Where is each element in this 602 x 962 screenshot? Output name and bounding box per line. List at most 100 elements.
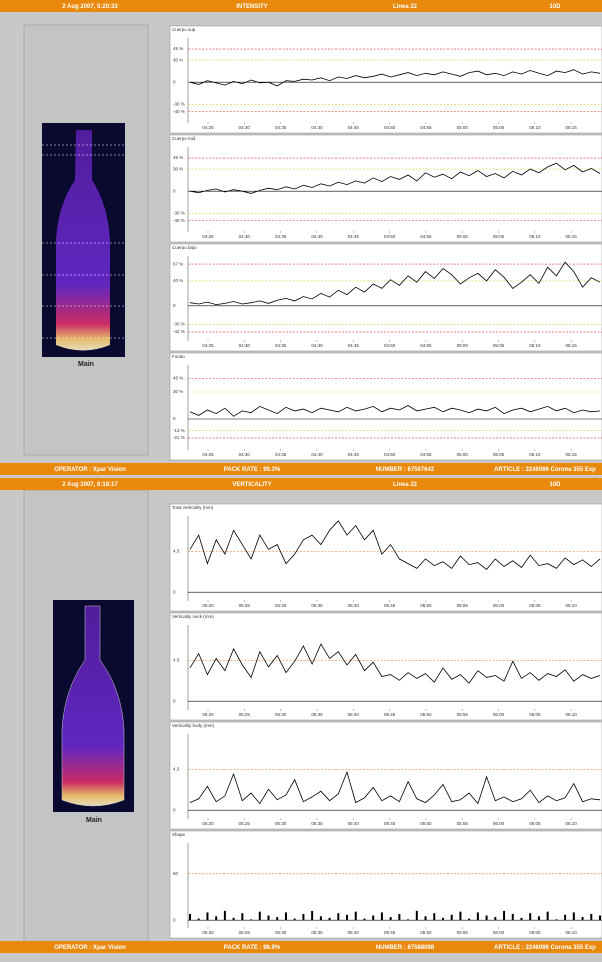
header-mode: INTENSITY	[236, 4, 267, 10]
x-tick-label: 05:30	[275, 712, 287, 717]
header-code: 10D	[549, 4, 561, 10]
y-tick-label: 45 %	[173, 376, 183, 381]
bar	[381, 912, 383, 920]
bar	[372, 916, 374, 921]
chart-title: Shape	[172, 832, 186, 837]
x-tick-label: 04:35	[275, 452, 287, 457]
x-tick-label: 04:30	[239, 234, 251, 239]
bar	[268, 916, 270, 921]
x-tick-label: 04:40	[311, 343, 323, 348]
bar	[355, 912, 357, 920]
x-tick-label: 05:00	[457, 125, 469, 130]
x-tick-label: 05:35	[311, 603, 323, 608]
bar	[582, 917, 584, 920]
bar	[477, 912, 479, 920]
x-tick-label: 05:55	[457, 930, 469, 935]
bar	[442, 918, 444, 920]
footer-operator: OPERATOR : Xpar Vision	[54, 467, 126, 473]
bar	[329, 918, 331, 920]
x-tick-label: 05:10	[529, 343, 541, 348]
bar	[346, 915, 348, 920]
x-tick-label: 05:05	[493, 343, 505, 348]
x-tick-label: 05:45	[384, 603, 396, 608]
bar	[425, 916, 427, 920]
x-tick-label: 04:45	[348, 125, 360, 130]
bar	[206, 912, 208, 920]
x-tick-label: 05:50	[420, 603, 432, 608]
x-tick-label: 05:30	[275, 930, 287, 935]
y-tick-label: -30 %	[173, 101, 185, 106]
x-tick-label: 05:35	[311, 930, 323, 935]
bar	[468, 919, 470, 921]
bar	[486, 916, 488, 921]
x-tick-label: 05:10	[529, 452, 541, 457]
chart-frame	[170, 831, 602, 938]
x-tick-label: 05:55	[457, 603, 469, 608]
y-tick-label: 4.3	[173, 657, 180, 662]
x-tick-label: 04:55	[420, 452, 432, 457]
bar	[520, 918, 522, 920]
y-tick-label: 30 %	[173, 57, 183, 62]
header-line: Linea 22	[393, 482, 418, 488]
x-tick-label: 05:45	[384, 930, 396, 935]
chart-frame	[170, 613, 602, 720]
x-tick-label: 06:00	[493, 930, 505, 935]
bar	[259, 912, 261, 920]
chart-title: Cuerpo sup	[172, 27, 196, 32]
y-tick-label: 30 %	[173, 166, 183, 171]
x-tick-label: 06:10	[566, 930, 578, 935]
bar	[285, 912, 287, 920]
x-tick-label: 04:35	[275, 343, 287, 348]
x-tick-label: 06:00	[493, 603, 505, 608]
screen: Main Main 2 Aug 2007, 5:20:33 INTENSITY Li…	[0, 0, 602, 962]
bar	[451, 915, 453, 920]
x-tick-label: 05:15	[566, 452, 578, 457]
bar	[555, 919, 557, 920]
x-tick-label: 04:25	[202, 452, 214, 457]
x-tick-label: 05:25	[239, 712, 251, 717]
x-tick-label: 05:50	[420, 821, 432, 826]
bar	[390, 917, 392, 920]
x-tick-label: 05:20	[202, 930, 214, 935]
x-tick-label: 05:00	[457, 234, 469, 239]
x-tick-label: 04:55	[420, 343, 432, 348]
bar	[294, 919, 296, 921]
bar	[503, 911, 505, 920]
y-tick-label: -40 %	[173, 109, 185, 114]
image-label: Main	[78, 361, 94, 368]
x-tick-label: 05:40	[348, 603, 360, 608]
x-tick-label: 04:40	[311, 452, 323, 457]
x-tick-label: 04:55	[420, 125, 432, 130]
x-tick-label: 05:20	[202, 603, 214, 608]
x-tick-label: 04:55	[420, 234, 432, 239]
chart-frame	[170, 135, 602, 242]
bar	[233, 918, 235, 920]
header-date: 2 Aug 2007, 5:20:33	[62, 4, 118, 10]
x-tick-label: 06:05	[529, 821, 541, 826]
chart-frame	[170, 504, 602, 611]
bar	[311, 911, 313, 920]
x-tick-label: 05:50	[420, 930, 432, 935]
y-tick-label: -13 %	[173, 428, 185, 433]
bar	[599, 916, 601, 921]
header-line: Linea 22	[393, 4, 418, 10]
footer-pack_rate: PACK RATE : 98.9%	[224, 945, 281, 951]
x-tick-label: 05:35	[311, 821, 323, 826]
chart-title: Verticality body (mm)	[172, 723, 215, 728]
y-tick-label: -42 %	[173, 329, 185, 334]
bar	[590, 914, 592, 920]
x-tick-label: 05:10	[529, 125, 541, 130]
chart-title: Cuerpo bajo	[172, 245, 197, 250]
x-tick-label: 04:30	[239, 343, 251, 348]
bar	[189, 914, 191, 920]
bar	[512, 914, 514, 920]
y-tick-label: -30 %	[173, 322, 185, 327]
bar	[224, 911, 226, 920]
image-label: Main	[86, 817, 102, 824]
x-tick-label: 05:30	[275, 603, 287, 608]
chart-frame	[170, 244, 602, 351]
x-tick-label: 06:05	[529, 930, 541, 935]
y-tick-label: -30 %	[173, 210, 185, 215]
